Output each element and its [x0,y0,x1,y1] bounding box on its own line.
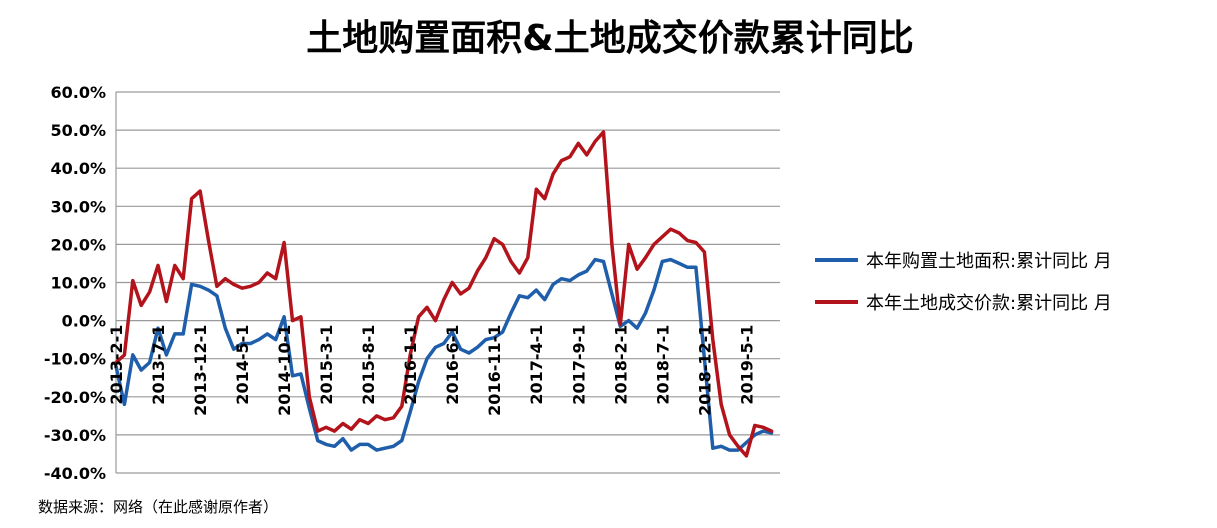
series-line-1 [114,257,774,452]
y-tick-label: -20.0% [44,388,106,407]
chart-title: 土地购置面积&土地成交价款累计同比 [306,17,913,59]
x-tick-label: 2016-11-1 [485,325,504,416]
x-tick-label: 2018-2-1 [611,325,630,405]
y-tick-label: 30.0% [50,197,106,216]
series-lines [114,130,774,458]
legend-label-1: 本年购置土地面积:累计同比 月 [866,251,1112,272]
x-tick-label: 2013-7-1 [149,325,168,405]
x-tick-label: 2019-5-1 [737,325,756,405]
y-tick-label: 50.0% [50,121,106,140]
source-note: 数据来源：网络（在此感谢原作者） [38,498,279,516]
y-tick-label: 20.0% [50,235,106,254]
x-tick-label: 2018-12-1 [695,325,714,416]
x-tick-label: 2014-5-1 [233,325,252,405]
gridlines [115,91,780,474]
x-tick-label: 2014-10-1 [275,325,294,416]
series-line-2 [114,130,774,458]
y-tick-label: -40.0% [44,464,106,483]
y-tick-label: 40.0% [50,159,106,178]
x-tick-label: 2013-2-1 [107,325,126,405]
y-tick-label: -10.0% [44,350,106,369]
y-tick-label: 0.0% [62,312,106,331]
x-tick-label: 2015-8-1 [359,325,378,405]
y-tick-label: -30.0% [44,426,106,445]
x-tick-label: 2016-6-1 [443,325,462,405]
x-tick-label: 2013-12-1 [191,325,210,416]
x-tick-label: 2017-4-1 [527,325,546,405]
x-tick-label: 2017-9-1 [569,325,588,405]
x-axis-tick-labels: 2013-2-1 2013-7-1 2013-12-1 2014-5-1 2014-10… [107,325,756,416]
y-axis-tick-labels: 60.0% 50.0% 40.0% 30.0% 20.0% 10.0% 0.0% -10.0%… [44,83,106,483]
x-tick-label: 2016-1-1 [401,325,420,405]
x-tick-label: 2018-7-1 [653,325,672,405]
y-tick-label: 10.0% [50,274,106,293]
x-tick-label: 2015-3-1 [317,325,336,405]
y-tick-label: 60.0% [50,83,106,102]
legend-label-2: 本年土地成交价款:累计同比 月 [866,293,1112,314]
